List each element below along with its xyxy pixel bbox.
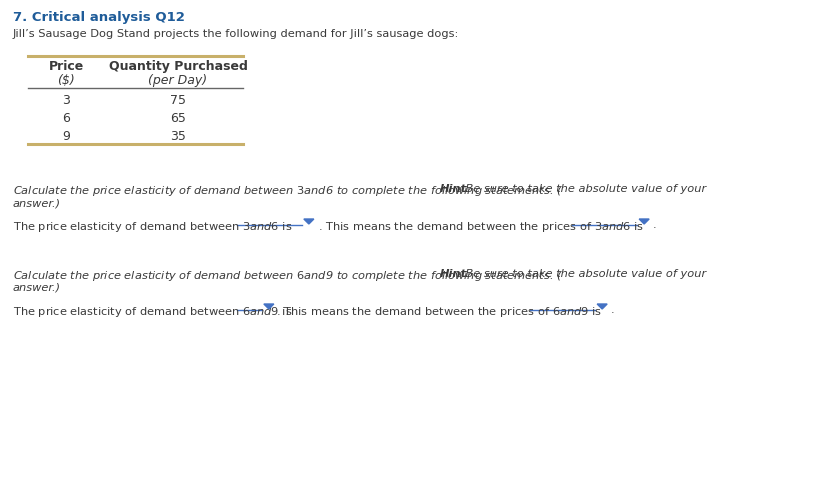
Text: Jill’s Sausage Dog Stand projects the following demand for Jill’s sausage dogs:: Jill’s Sausage Dog Stand projects the fo… xyxy=(13,29,459,39)
Text: Hint: Hint xyxy=(439,269,467,279)
Polygon shape xyxy=(639,219,649,224)
Text: . This means the demand between the prices of $6 and $9 is: . This means the demand between the pric… xyxy=(276,305,602,319)
Text: 9: 9 xyxy=(62,130,70,143)
Text: : Be sure to take the absolute value of your: : Be sure to take the absolute value of … xyxy=(458,269,705,279)
Text: 35: 35 xyxy=(170,130,186,143)
Text: The price elasticity of demand between $3 and $6 is: The price elasticity of demand between $… xyxy=(13,220,292,234)
Text: : Be sure to take the absolute value of your: : Be sure to take the absolute value of … xyxy=(458,184,705,194)
Text: 7. Critical analysis Q12: 7. Critical analysis Q12 xyxy=(13,11,185,24)
Text: answer.): answer.) xyxy=(13,198,61,208)
Text: Quantity Purchased: Quantity Purchased xyxy=(108,60,248,73)
Text: Calculate the price elasticity of demand between $3 and $6 to complete the follo: Calculate the price elasticity of demand… xyxy=(13,184,563,198)
Text: Hint: Hint xyxy=(439,184,467,194)
Text: (per Day): (per Day) xyxy=(149,74,207,87)
Text: .: . xyxy=(653,220,657,230)
Text: Price: Price xyxy=(49,60,83,73)
Text: 75: 75 xyxy=(170,94,186,107)
Polygon shape xyxy=(304,219,314,224)
Text: .: . xyxy=(611,305,615,315)
Polygon shape xyxy=(263,304,274,309)
Text: Calculate the price elasticity of demand between $6 and $9 to complete the follo: Calculate the price elasticity of demand… xyxy=(13,269,563,283)
Text: ($): ($) xyxy=(57,74,75,87)
Text: 3: 3 xyxy=(62,94,70,107)
Text: 6: 6 xyxy=(62,112,70,125)
Text: The price elasticity of demand between $6 and $9 is: The price elasticity of demand between $… xyxy=(13,305,292,319)
Text: answer.): answer.) xyxy=(13,283,61,293)
Text: 65: 65 xyxy=(170,112,186,125)
Text: . This means the demand between the prices of $3 and $6 is: . This means the demand between the pric… xyxy=(318,220,643,234)
Polygon shape xyxy=(597,304,607,309)
